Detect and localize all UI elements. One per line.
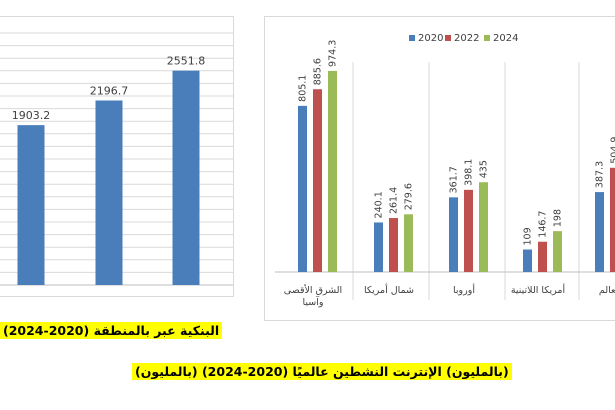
legend-label: 2024 xyxy=(493,33,518,44)
bar xyxy=(449,197,458,272)
legend-swatch xyxy=(445,35,451,41)
bar xyxy=(538,241,547,272)
x-tick-label: أمريكا اللاتينية xyxy=(511,283,566,296)
data-label: 398.1 xyxy=(464,159,475,186)
legend-swatch xyxy=(409,35,415,41)
data-label: 279.6 xyxy=(404,183,415,210)
data-label: 2196.7 xyxy=(90,84,129,97)
data-label: 504.9 xyxy=(610,137,615,164)
data-label: 435 xyxy=(479,160,490,178)
left-chart-caption: البنكية عبر بالمنطقة (2020-2024) xyxy=(0,322,223,339)
data-label: 361.7 xyxy=(449,166,460,193)
bar xyxy=(95,100,123,285)
bar xyxy=(479,182,488,272)
right-chart-caption: (بالمليون) الإنترنت النشطين عالميًا (202… xyxy=(132,363,512,380)
bar xyxy=(374,222,383,272)
legend-label: 2022 xyxy=(454,33,479,44)
x-tick-label: أوروبا xyxy=(453,283,475,296)
data-label: 1903.2 xyxy=(12,109,51,122)
data-label: 261.4 xyxy=(389,187,400,214)
bar xyxy=(298,105,307,273)
bar xyxy=(313,89,322,273)
left-chart-panel: 1903.220202196.720222551.82024 xyxy=(0,16,234,297)
bar xyxy=(389,218,398,272)
legend-label: 2020 xyxy=(418,33,443,44)
data-label: 387.3 xyxy=(595,161,606,188)
bar xyxy=(595,192,604,272)
x-tick-label: وآسيا xyxy=(303,295,324,308)
bar xyxy=(404,214,413,272)
bar xyxy=(610,167,615,272)
bar xyxy=(464,189,473,272)
bar xyxy=(553,231,562,272)
data-label: 146.7 xyxy=(538,211,549,238)
left-bar-chart: 1903.220202196.720222551.82024 xyxy=(0,32,233,286)
legend-swatch xyxy=(484,35,490,41)
data-label: 885.6 xyxy=(313,58,324,85)
data-label: 2551.8 xyxy=(167,55,206,68)
x-tick-label: العالم xyxy=(599,285,615,296)
data-label: 805.1 xyxy=(298,75,309,102)
bar xyxy=(172,70,200,285)
bar xyxy=(17,125,45,286)
bar xyxy=(328,70,337,272)
data-label: 240.1 xyxy=(374,191,385,218)
x-tick-label: الشرق الأقصى xyxy=(284,284,342,296)
data-label: 198 xyxy=(553,209,564,227)
right-grouped-bar-chart: 2020 2022 2024 805.1 885.6 974.3 الشرق الأقصىو… xyxy=(275,33,615,308)
right-chart-panel: 2020 2022 2024 805.1 885.6 974.3 الشرق الأقصى و… xyxy=(264,16,615,321)
data-label: 109 xyxy=(523,227,534,245)
data-label: 974.3 xyxy=(328,40,339,67)
x-tick-label: شمال أمريكا xyxy=(364,283,414,296)
bar xyxy=(523,249,532,272)
